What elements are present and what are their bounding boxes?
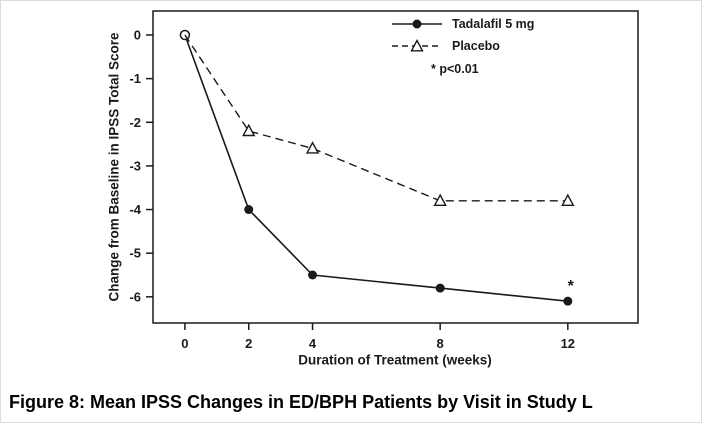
marker-triangle-open (561, 193, 575, 207)
legend-label-placebo: Placebo (452, 39, 500, 53)
filled-circle-marker-icon (412, 19, 422, 29)
plot-border (152, 10, 639, 324)
figure-caption: Figure 8: Mean IPSS Changes in ED/BPH Pa… (9, 392, 593, 412)
x-tick-label: 8 (437, 336, 444, 351)
y-tick-label: -2 (129, 115, 141, 130)
x-tick-label: 0 (181, 336, 188, 351)
marker-triangle-open (433, 193, 447, 207)
x-tick-label: 2 (245, 336, 252, 351)
x-tick-label: 12 (561, 336, 575, 351)
x-axis-title: Duration of Treatment (weeks) (298, 352, 492, 368)
legend-item-tadalafil: Tadalafil 5 mg (391, 13, 534, 35)
y-tick-label: -3 (129, 158, 141, 173)
marker-circle-filled (563, 296, 573, 306)
marker-circle-filled (244, 205, 254, 215)
solid-line-sample (392, 19, 442, 29)
y-tick-label: 0 (134, 28, 141, 43)
legend: Tadalafil 5 mg Placebo * p<0.01 (391, 13, 534, 76)
y-tick-label: -5 (129, 246, 141, 261)
open-triangle-marker-icon (410, 39, 424, 52)
y-tick-label: -4 (129, 202, 141, 217)
marker-triangle-open (305, 141, 320, 154)
y-tick-label: -6 (129, 289, 141, 304)
significance-asterisk: * (568, 278, 575, 295)
marker-triangle-open (242, 123, 256, 137)
marker-circle-filled (308, 270, 318, 280)
legend-item-placebo: Placebo (391, 35, 534, 57)
x-tick-label: 4 (309, 336, 317, 351)
p-value-note: * p<0.01 (431, 62, 479, 76)
legend-label-tadalafil: Tadalafil 5 mg (452, 17, 535, 31)
y-axis-title: Change from Baseline in IPSS Total Score (106, 32, 122, 302)
marker-circle-filled (435, 283, 445, 293)
plot-area: 0 2 4 8 12 0 -1 -2 -3 -4 -5 -6 * (129, 10, 639, 351)
dashed-line-sample (392, 39, 442, 52)
y-tick-label: -1 (129, 71, 141, 86)
